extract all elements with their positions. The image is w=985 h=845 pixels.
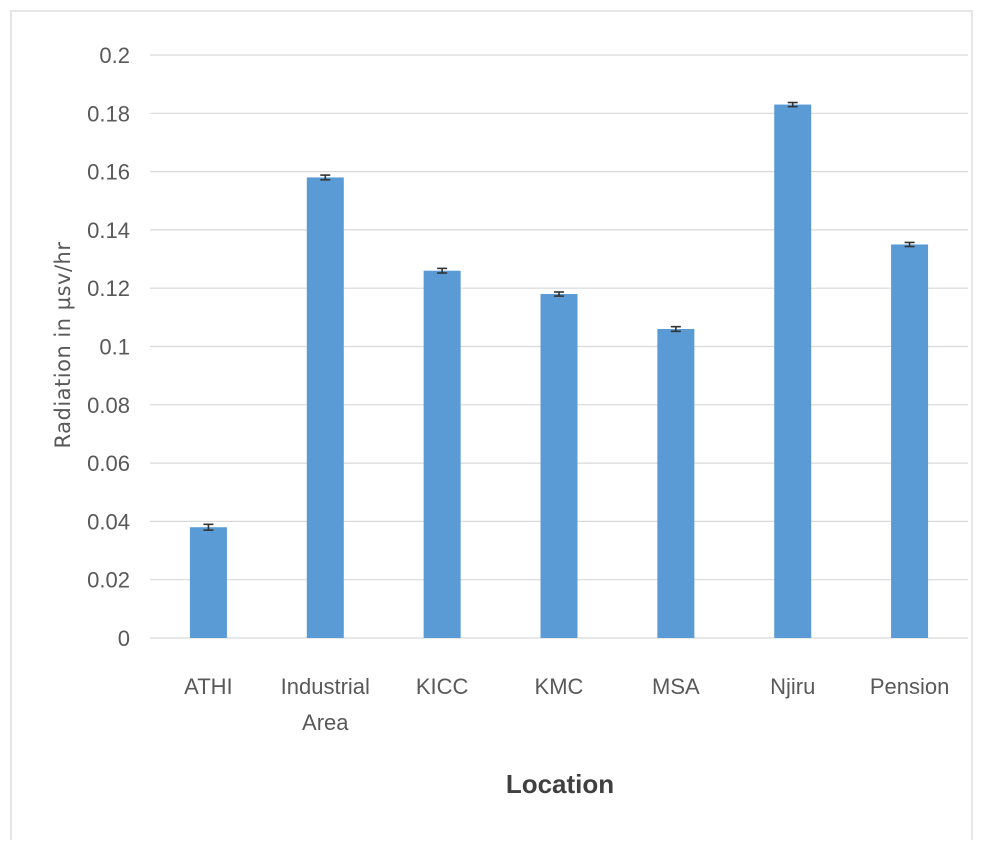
- error-bar: [554, 291, 564, 297]
- y-tick-label: 0.16: [87, 160, 130, 185]
- y-tick-label: 0.06: [87, 451, 130, 476]
- error-bar: [437, 267, 448, 274]
- x-tick-label: MSA: [652, 674, 700, 699]
- bar: [423, 270, 461, 638]
- x-tick-label: KICC: [416, 674, 469, 699]
- error-bars: [203, 101, 915, 531]
- error-bar: [320, 174, 331, 181]
- y-tick-label: 0.1: [99, 335, 130, 360]
- bar: [657, 329, 695, 638]
- x-tick-label: KMC: [535, 674, 584, 699]
- y-tick-label: 0.14: [87, 218, 130, 243]
- y-tick-label: 0.02: [87, 568, 130, 593]
- y-tick-label: 0.04: [87, 509, 130, 534]
- x-tick-labels: ATHI Industrial Area KICC KMC MSA Njiru Pension: [184, 674, 949, 735]
- y-tick-label: 0: [118, 626, 130, 651]
- error-bar: [203, 523, 214, 531]
- bar: [540, 294, 578, 638]
- y-tick-label: 0.12: [87, 276, 130, 301]
- x-tick-label: Njiru: [770, 674, 815, 699]
- bar: [189, 527, 227, 638]
- x-tick-label: Industrial Area: [281, 674, 370, 735]
- y-tick-label: 0.18: [87, 101, 130, 126]
- y-tick-label: 0.2: [99, 43, 130, 68]
- x-tick-label: Pension: [870, 674, 950, 699]
- x-axis-label: Location: [506, 769, 614, 799]
- y-axis-label: Radiation in µsv/hr: [51, 241, 75, 448]
- bars: [189, 104, 929, 639]
- y-tick-labels: 0 0.02 0.04 0.06 0.08 0.1 0.12 0.14 0.16 0.18 0.2: [87, 43, 130, 651]
- chart-frame: [10, 10, 973, 840]
- error-bar: [904, 241, 915, 248]
- bar: [306, 177, 344, 638]
- error-bar: [670, 325, 681, 333]
- bar: [891, 244, 929, 638]
- error-bar: [787, 101, 798, 108]
- x-tick-label: ATHI: [184, 674, 232, 699]
- bar: [774, 104, 812, 639]
- y-tick-label: 0.08: [87, 393, 130, 418]
